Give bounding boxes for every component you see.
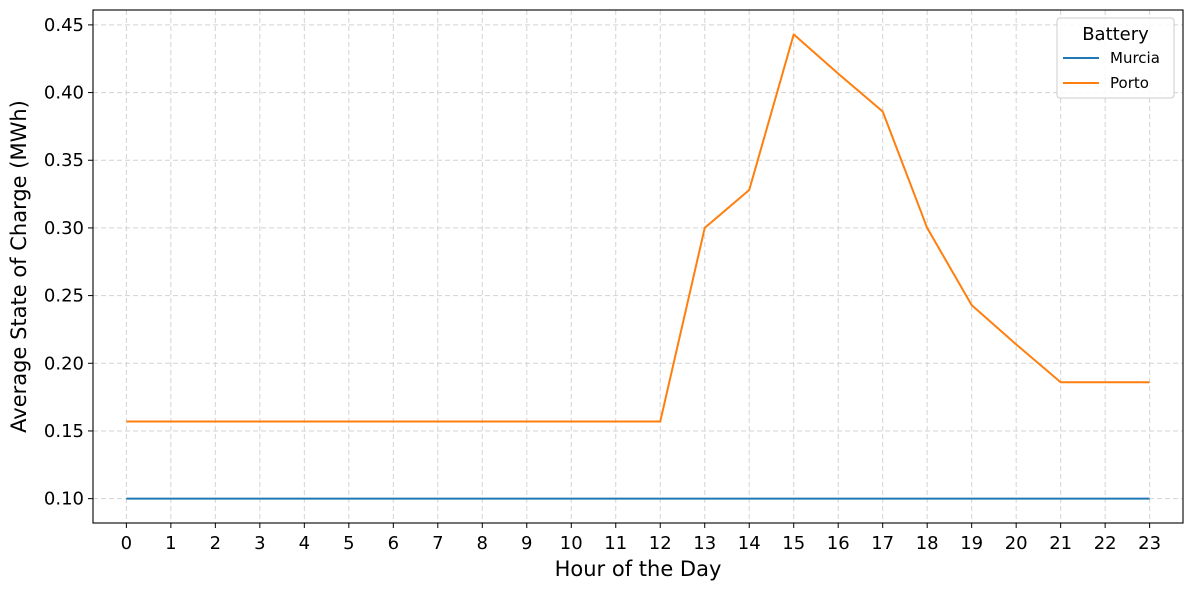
x-tick-label: 22 [1094, 533, 1117, 554]
x-tick-label: 23 [1138, 533, 1161, 554]
x-tick-label: 10 [560, 533, 583, 554]
y-tick-label: 0.35 [44, 150, 84, 171]
x-tick-label: 14 [738, 533, 761, 554]
y-tick-label: 0.30 [44, 218, 84, 239]
legend-label-murcia: Murcia [1110, 49, 1160, 67]
x-tick-label: 13 [693, 533, 716, 554]
x-axis-label: Hour of the Day [555, 557, 722, 581]
y-axis-label: Average State of Charge (MWh) [7, 100, 31, 433]
legend-label-porto: Porto [1110, 74, 1149, 92]
legend-box [1056, 17, 1175, 99]
series-lines [126, 33, 1150, 500]
x-tick-label: 18 [916, 533, 939, 554]
x-tick-label: 3 [254, 533, 265, 554]
x-tick-label: 20 [1005, 533, 1028, 554]
x-tick-label: 15 [782, 533, 805, 554]
legend-items: Murcia Porto [1063, 49, 1160, 92]
y-tick-label: 0.10 [44, 489, 84, 510]
y-tick-label: 0.20 [44, 353, 84, 374]
series-line-porto [126, 33, 1150, 423]
x-tick-label: 21 [1049, 533, 1072, 554]
y-tick-label: 0.45 [44, 15, 84, 36]
x-tick-label: 1 [165, 533, 176, 554]
x-tick-label: 5 [343, 533, 354, 554]
x-tick-label: 2 [210, 533, 221, 554]
y-tick-label: 0.40 [44, 83, 84, 104]
y-tick-label: 0.25 [44, 286, 84, 307]
x-tick-label: 16 [827, 533, 850, 554]
x-tick-label: 9 [521, 533, 532, 554]
x-tick-label: 11 [604, 533, 627, 554]
legend-title: Battery [1082, 24, 1149, 45]
x-tick-label: 7 [432, 533, 443, 554]
x-tick-label: 19 [960, 533, 983, 554]
legend: Battery Murcia Porto [1056, 17, 1175, 99]
axes: 0 1 2 3 4 5 6 7 8 9 10 11 12 13 14 15 16 17 18 19 20 21 22 230.… [44, 15, 1161, 554]
x-tick-label: 17 [871, 533, 894, 554]
y-tick-label: 0.15 [44, 421, 84, 442]
x-tick-label: 4 [299, 533, 310, 554]
x-tick-label: 0 [121, 533, 132, 554]
x-tick-label: 8 [477, 533, 488, 554]
x-tick-label: 12 [649, 533, 672, 554]
plot-frame [92, 9, 1184, 524]
x-tick-label: 6 [388, 533, 399, 554]
